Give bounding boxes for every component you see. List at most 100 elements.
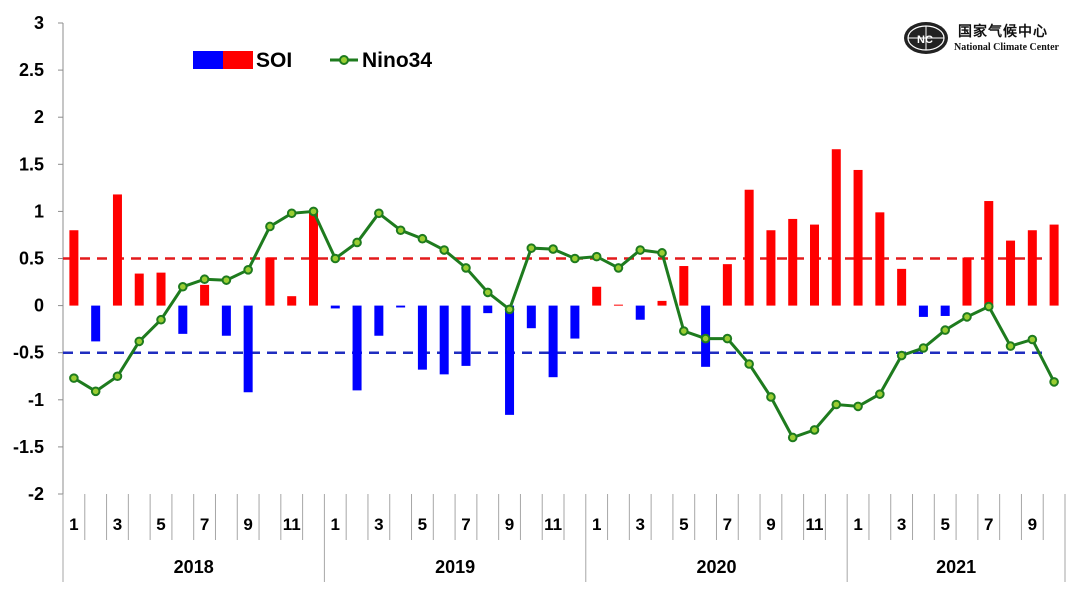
x-month-label: 3 <box>636 515 645 534</box>
nino34-point <box>962 312 972 322</box>
x-year-label: 2021 <box>936 557 976 577</box>
x-month-label: 9 <box>766 515 775 534</box>
soi-bar <box>1006 240 1016 306</box>
logo-cn-text: 国家气候中心 <box>958 24 1048 40</box>
soi-bar <box>940 305 950 316</box>
nino34-point <box>657 248 667 258</box>
x-month-label: 9 <box>505 515 514 534</box>
soi-bar <box>178 305 188 334</box>
nino34-point <box>700 333 711 344</box>
y-tick-label: 0.5 <box>19 249 44 269</box>
soi-bar <box>221 305 231 336</box>
nino34-line <box>69 206 1059 443</box>
globe-emblem-icon: NC <box>904 22 948 54</box>
soi-bar <box>635 305 645 320</box>
nino34-point <box>1049 377 1059 387</box>
x-month-label: 7 <box>461 515 470 534</box>
y-tick-label: 2 <box>34 107 44 127</box>
nino34-point <box>504 304 515 315</box>
nino34-point <box>526 243 537 253</box>
soi-bar <box>744 189 754 306</box>
nino34-point <box>613 263 624 273</box>
legend-soi-swatch-blue <box>193 51 223 69</box>
nino34-point <box>548 244 558 254</box>
soi-bar <box>810 224 819 306</box>
x-month-label: 9 <box>243 515 252 534</box>
legend-soi-label: SOI <box>256 49 292 72</box>
nino34-point <box>875 389 885 399</box>
soi-bar <box>1027 230 1037 306</box>
nino34-point <box>918 343 929 353</box>
x-month-label: 3 <box>113 515 122 534</box>
soi-bar <box>831 149 841 306</box>
soi-bar <box>505 305 515 415</box>
nino34-point <box>570 253 580 264</box>
soi-bar <box>1049 224 1059 306</box>
nino34-point <box>90 386 101 397</box>
x-month-label: 7 <box>200 515 209 534</box>
nino34-point <box>766 392 776 402</box>
legend-soi-swatch-red <box>223 51 253 69</box>
nino34-point <box>983 301 994 312</box>
x-month-label: 5 <box>679 515 688 534</box>
y-tick-label: -2 <box>28 484 44 504</box>
x-month-label: 5 <box>156 515 165 534</box>
x-month-label: 11 <box>806 515 824 534</box>
nino34-point <box>395 225 406 236</box>
soi-bar <box>483 305 493 314</box>
nino34-point <box>417 233 428 244</box>
nino34-point <box>461 263 471 273</box>
soi-bar <box>613 304 623 306</box>
legend-nino-label: Nino34 <box>362 49 432 72</box>
soi-bar <box>853 169 863 306</box>
x-month-label: 1 <box>592 515 601 534</box>
nino34-point <box>352 237 362 248</box>
nino34-point <box>69 373 79 383</box>
nino34-point <box>134 336 145 347</box>
soi-bar <box>287 296 297 306</box>
nino34-point <box>265 221 275 232</box>
nino34-point <box>722 333 733 344</box>
nino34-point <box>482 287 493 298</box>
x-month-label: 1 <box>331 515 340 534</box>
x-year-label: 2020 <box>696 557 736 577</box>
nino34-point <box>308 206 319 217</box>
soi-bar <box>461 305 471 366</box>
nino34-point <box>1005 341 1016 351</box>
soi-bar <box>330 305 340 309</box>
y-tick-label: -1.5 <box>13 437 44 457</box>
soi-bars <box>69 149 1059 415</box>
nino34-point <box>853 401 863 412</box>
nino34-point <box>221 275 232 285</box>
nino34-point <box>591 251 602 262</box>
x-month-label: 7 <box>723 515 732 534</box>
axes-layer <box>58 22 1066 582</box>
nino34-point <box>439 245 449 255</box>
soi-bar <box>156 272 166 306</box>
nino34-point <box>896 350 907 361</box>
svg-text:NC: NC <box>917 34 933 46</box>
nino34-point <box>679 326 689 336</box>
nino34-point <box>178 281 188 292</box>
nino34-point <box>374 208 384 219</box>
soi-bar <box>875 212 885 306</box>
nino34-point <box>156 314 166 325</box>
nino34-point <box>199 274 210 285</box>
nino34-point <box>330 253 341 264</box>
soi-bar <box>309 211 318 306</box>
soi-bar <box>722 264 732 306</box>
x-year-label: 2019 <box>435 557 475 577</box>
soi-bar <box>984 201 994 306</box>
soi-bar <box>352 305 362 391</box>
nino34-point <box>286 208 297 219</box>
soi-bar <box>265 257 275 306</box>
soi-bar <box>897 268 907 306</box>
soi-bar <box>962 257 972 306</box>
x-month-label: 3 <box>897 515 906 534</box>
nino34-point <box>635 245 646 255</box>
x-year-label: 2018 <box>174 557 214 577</box>
soi-bar <box>112 194 122 306</box>
nino34-point <box>787 432 798 443</box>
y-tick-label: 3 <box>34 13 44 33</box>
